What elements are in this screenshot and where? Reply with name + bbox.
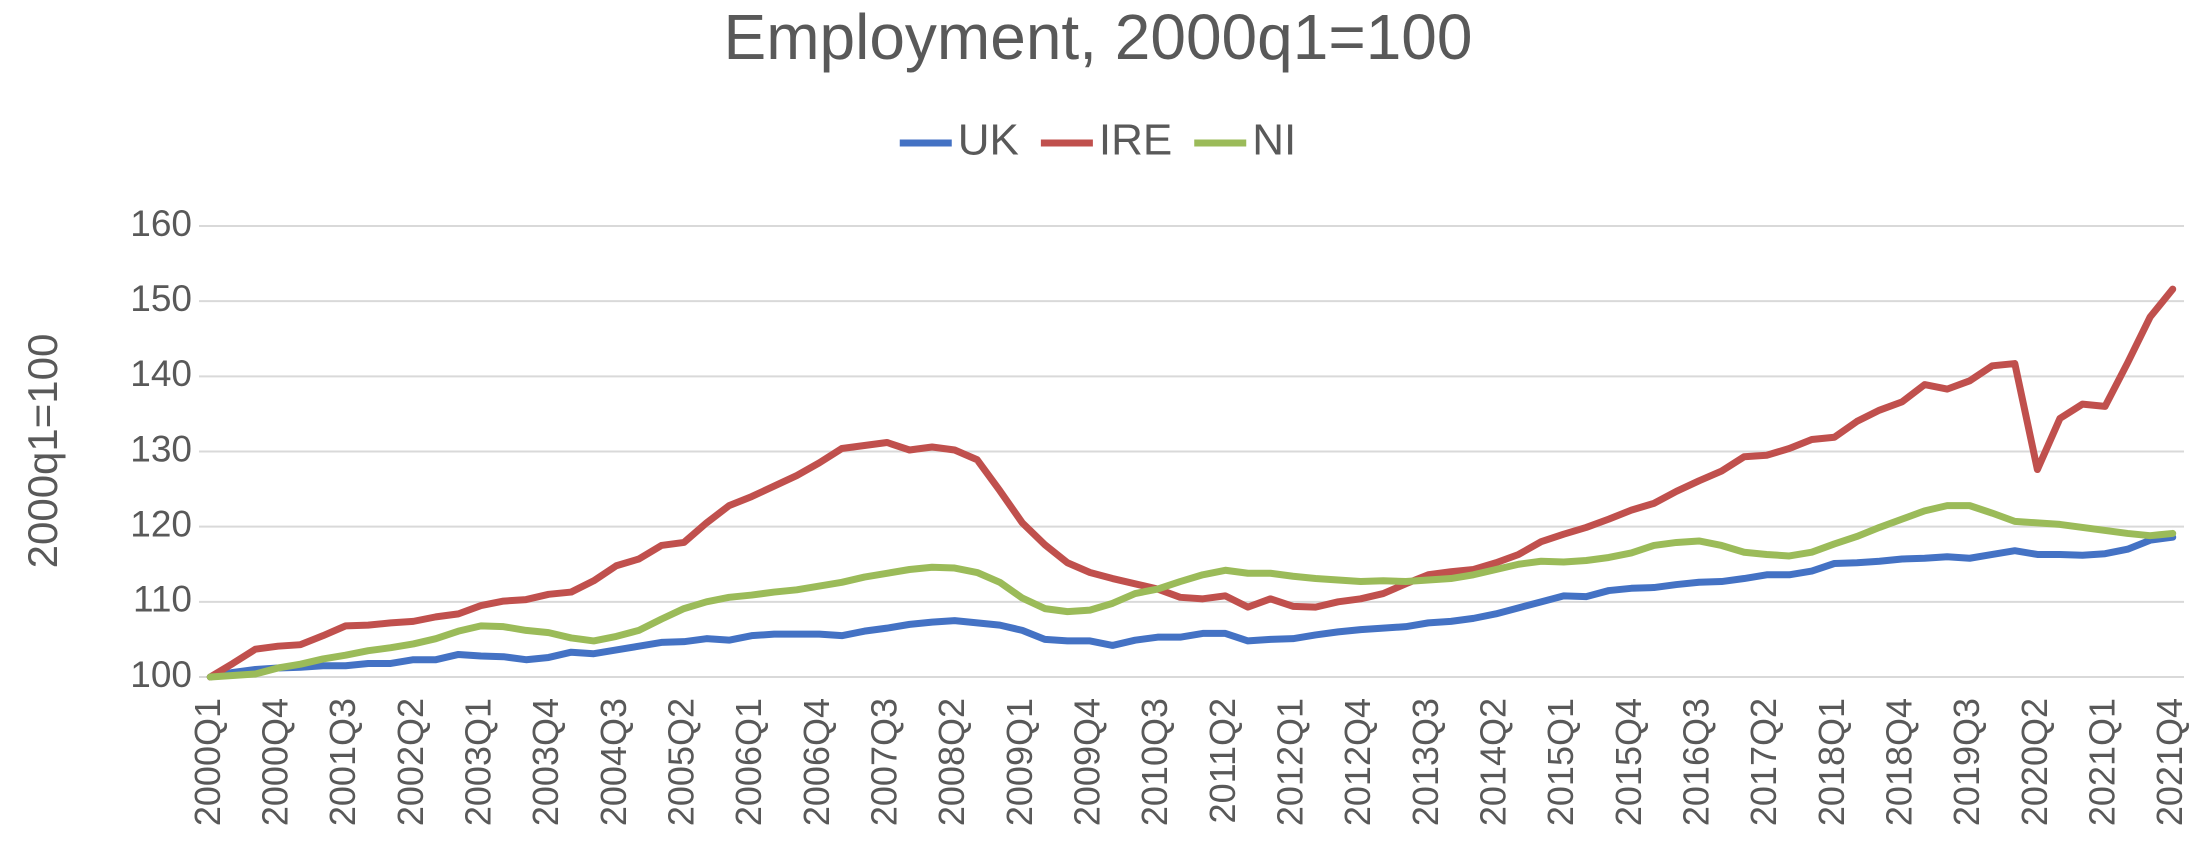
y-tick-label: 100 bbox=[130, 654, 192, 695]
x-tick-label: 2006Q4 bbox=[796, 698, 837, 826]
x-tick-label: 2005Q2 bbox=[660, 698, 701, 826]
line-series bbox=[206, 502, 2177, 681]
y-tick-label: 140 bbox=[130, 353, 192, 394]
x-tick-label: 2010Q3 bbox=[1134, 698, 1175, 826]
x-tick-label: 2004Q3 bbox=[593, 698, 634, 826]
x-tick-label: 2021Q4 bbox=[2149, 698, 2190, 826]
line-series bbox=[206, 285, 2177, 681]
x-tick-label: 2011Q2 bbox=[1202, 698, 1243, 823]
x-tick-label: 2000Q4 bbox=[254, 698, 295, 826]
x-tick-label: 2020Q2 bbox=[2014, 698, 2055, 826]
legend-label: NI bbox=[1252, 116, 1296, 165]
legend-label: IRE bbox=[1099, 116, 1172, 165]
x-tick-label: 2003Q1 bbox=[457, 698, 498, 826]
y-tick-label: 150 bbox=[130, 278, 192, 319]
x-tick-label: 2016Q3 bbox=[1676, 698, 1717, 826]
x-tick-label: 2018Q4 bbox=[1879, 698, 1920, 826]
x-tick-label: 2015Q1 bbox=[1540, 698, 1581, 826]
line-series bbox=[206, 533, 2177, 681]
x-tick-label: 2017Q2 bbox=[1743, 698, 1784, 826]
y-tick-label: 130 bbox=[130, 428, 192, 469]
x-tick-label: 2006Q1 bbox=[728, 698, 769, 826]
x-tick-label: 2007Q3 bbox=[863, 698, 904, 826]
x-tick-label: 2015Q4 bbox=[1608, 698, 1649, 826]
x-tick-label: 2019Q3 bbox=[1946, 698, 1987, 826]
chart-title: Employment, 2000q1=100 bbox=[724, 1, 1473, 73]
x-tick-label: 2012Q1 bbox=[1270, 698, 1311, 826]
x-tick-label: 2008Q2 bbox=[931, 698, 972, 826]
x-tick-label: 2003Q4 bbox=[525, 698, 566, 826]
y-tick-label: 110 bbox=[133, 579, 192, 620]
x-tick-label: 2009Q1 bbox=[999, 698, 1040, 826]
legend-label: UK bbox=[958, 116, 1019, 165]
x-tick-label: 2014Q2 bbox=[1473, 698, 1514, 826]
x-tick-label: 2018Q1 bbox=[1811, 698, 1852, 826]
y-axis-title: 2000q1=100 bbox=[19, 334, 66, 569]
x-tick-label: 2000Q1 bbox=[187, 698, 228, 826]
x-tick-label: 2013Q3 bbox=[1405, 698, 1446, 826]
x-tick-label: 2012Q4 bbox=[1337, 698, 1378, 826]
y-tick-label: 120 bbox=[130, 503, 192, 544]
x-tick-label: 2021Q1 bbox=[2082, 698, 2123, 826]
x-tick-label: 2002Q2 bbox=[390, 698, 431, 826]
x-tick-label: 2001Q3 bbox=[322, 698, 363, 826]
y-tick-label: 160 bbox=[130, 203, 192, 244]
x-tick-label: 2009Q4 bbox=[1067, 698, 1108, 826]
